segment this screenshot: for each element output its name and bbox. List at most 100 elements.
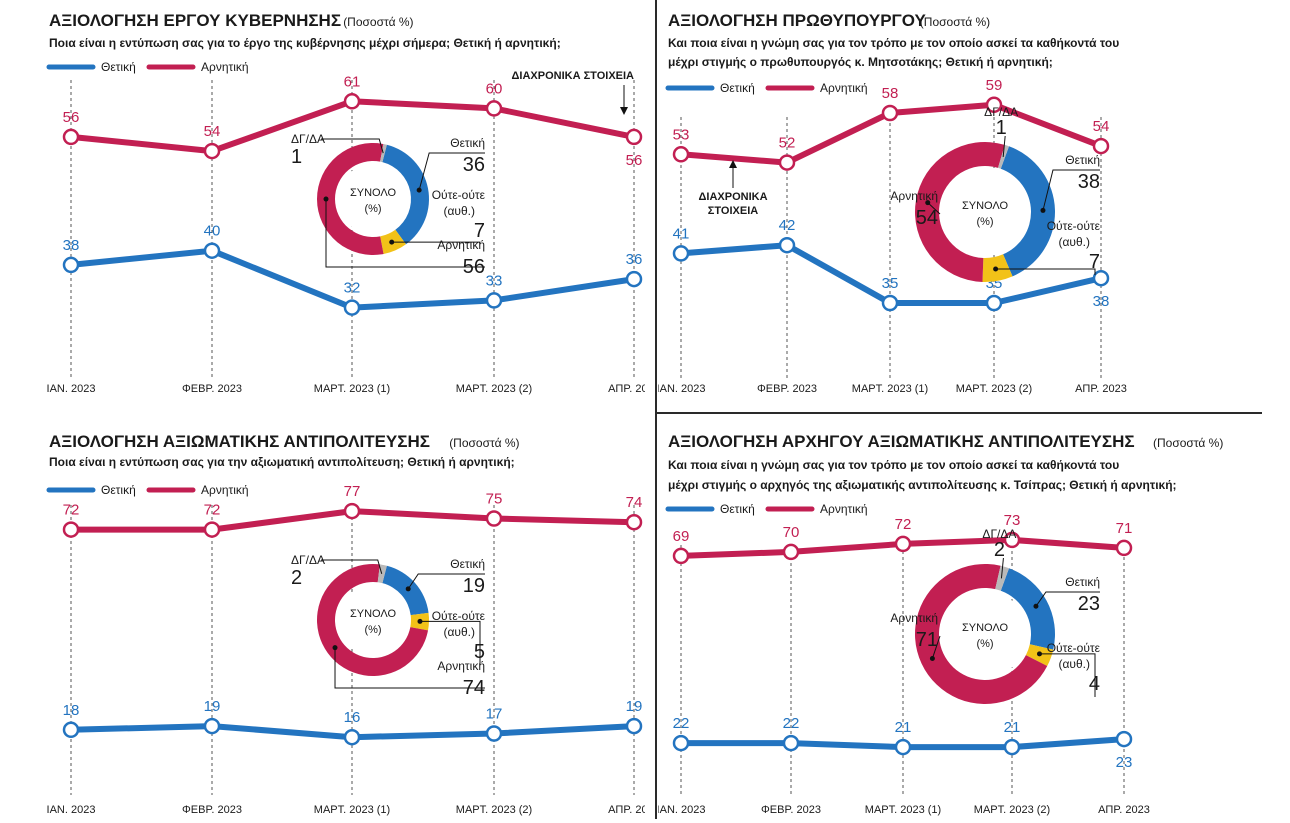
- chart-question: μέχρι στιγμής ο αρχηγός της αξιωματικής …: [668, 478, 1177, 492]
- donut-value-dkna: 2: [994, 539, 1005, 561]
- donut-value-dkna: 2: [291, 567, 302, 589]
- positive-point: [343, 299, 361, 316]
- negative-value-label: 60: [486, 80, 503, 97]
- donut-slice-dkna: [380, 143, 387, 163]
- donut-label-positive: Θετική: [450, 557, 485, 571]
- annotation-text-line2: ΣΤΟΙΧΕΙΑ: [708, 205, 758, 217]
- leader-line-neutral: [995, 268, 1096, 275]
- positive-value-label: 42: [779, 217, 796, 234]
- chart-svg-prime-minister: ΑΞΙΟΛΟΓΗΣΗ ΠΡΩΘΥΠΟΥΡΓΟΥ(Ποσοστά %) Και πο…: [658, 11, 1127, 395]
- negative-point: [778, 154, 796, 171]
- chart-panel-government: ΑΞΙΟΛΟΓΗΣΗ ΕΡΓΟΥ ΚΥΒΕΡΝΗΣΗΣ (Ποσοστά %) Πο…: [0, 0, 645, 409]
- positive-point: [62, 721, 80, 739]
- negative-point: [485, 100, 503, 117]
- x-tick-label: ΑΠΡ. 2023: [608, 383, 645, 395]
- chart-title: ΑΞΙΟΛΟΓΗΣΗ ΑΞΙΩΜΑΤΙΚΗΣ ΑΝΤΙΠΟΛΙΤΕΥΣΗΣ: [49, 432, 430, 451]
- positive-value-label: 35: [882, 275, 899, 292]
- donut-center-label: ΣΥΝΟΛΟ: [962, 622, 1009, 634]
- negative-value-label: 52: [779, 135, 796, 152]
- negative-point: [1092, 137, 1110, 155]
- positive-value-label: 17: [486, 706, 503, 723]
- x-tick-label: ΙΑΝ. 2023: [658, 383, 705, 395]
- leader-line-positive: [418, 152, 485, 191]
- x-tick-label: ΜΑΡΤ. 2023 (1): [314, 383, 390, 395]
- positive-value-label: 41: [673, 225, 690, 242]
- chart-question: Ποια είναι η εντύπωση σας για το έργο τη…: [49, 36, 561, 50]
- positive-point: [985, 294, 1003, 312]
- donut-slice-negative: [317, 143, 384, 256]
- leader-line-negative: [325, 199, 485, 268]
- negative-point: [672, 146, 690, 163]
- donut-hole: [942, 591, 1028, 677]
- positive-value-label: 22: [673, 715, 690, 732]
- donut-label-neutral: Ούτε-ούτε: [432, 188, 486, 202]
- positive-value-label: 19: [626, 698, 643, 715]
- donut-value-dkna: 1: [291, 146, 302, 168]
- donut-value-neutral: 4: [1089, 673, 1100, 695]
- positive-value-label: 40: [204, 223, 221, 240]
- chart-title: ΑΞΙΟΛΟΓΗΣΗ ΠΡΩΘΥΠΟΥΡΓΟΥ: [668, 11, 927, 30]
- donut-label-dkna: ΔΓ/ΔΑ: [291, 132, 325, 146]
- negative-value-label: 58: [882, 85, 899, 102]
- leader-line-dkna: [321, 559, 383, 574]
- donut-value-negative: 71: [916, 629, 938, 651]
- donut-value-negative: 74: [463, 677, 485, 699]
- donut-label-neutral: Ούτε-ούτε: [1047, 641, 1101, 655]
- donut-center-unit: (%): [976, 638, 993, 650]
- donut-center-unit: (%): [364, 624, 381, 636]
- donut-label-negative: Αρνητική: [890, 611, 938, 625]
- positive-point: [881, 294, 899, 312]
- legend-negative-label: Αρνητική: [820, 81, 868, 95]
- chart-svg-opposition: ΑΞΙΟΛΟΓΗΣΗ ΑΞΙΩΜΑΤΙΚΗΣ ΑΝΤΙΠΟΛΙΤΕΥΣΗΣ (Πο…: [46, 432, 645, 816]
- positive-value-label: 23: [1116, 754, 1133, 771]
- legend-positive-label: Θετική: [101, 483, 136, 497]
- positive-point: [485, 725, 503, 742]
- negative-point: [672, 547, 690, 565]
- negative-value-label: 54: [204, 123, 221, 140]
- donut-label-neutral: Ούτε-ούτε: [432, 609, 486, 623]
- positive-point: [778, 236, 796, 254]
- positive-value-label: 36: [626, 251, 643, 268]
- positive-point: [203, 242, 221, 259]
- x-tick-label: ΑΠΡ. 2023: [1098, 804, 1150, 816]
- negative-value-label: 72: [63, 502, 80, 519]
- donut-slice-positive: [382, 144, 430, 245]
- donut-center-label: ΣΥΝΟΛΟ: [350, 608, 397, 620]
- chart-title: ΑΞΙΟΛΟΓΗΣΗ ΕΡΓΟΥ ΚΥΒΕΡΝΗΣΗΣ: [49, 11, 341, 30]
- donut-slice-dkna: [995, 565, 1010, 591]
- positive-point: [782, 734, 800, 752]
- positive-point: [894, 738, 912, 756]
- donut-slice-negative: [915, 142, 1005, 282]
- horizontal-divider: [655, 412, 1262, 414]
- leader-line-positive: [407, 573, 485, 590]
- donut-label-neutral-sub: (αυθ.): [444, 625, 476, 639]
- leader-line-dkna: [1000, 557, 1004, 579]
- leader-line-positive: [1035, 591, 1100, 607]
- negative-value-label: 72: [895, 516, 912, 533]
- leader-line-positive: [1042, 169, 1100, 211]
- positive-point: [343, 728, 361, 746]
- positive-point: [203, 717, 221, 735]
- leader-line-dkna: [1002, 135, 1006, 157]
- negative-value-label: 53: [673, 126, 690, 143]
- legend-positive-label: Θετική: [720, 81, 755, 95]
- annotation-arrowhead: [620, 107, 628, 115]
- donut-center-label: ΣΥΝΟΛΟ: [350, 187, 397, 199]
- donut-center-unit: (%): [976, 216, 993, 228]
- positive-value-label: 33: [486, 272, 503, 289]
- positive-value-label: 19: [204, 698, 221, 715]
- donut-label-negative: Αρνητική: [890, 189, 938, 203]
- donut-slice-positive: [1000, 146, 1055, 277]
- donut-value-neutral: 7: [1089, 251, 1100, 273]
- positive-point: [625, 270, 643, 288]
- legend-positive-label: Θετική: [101, 60, 136, 74]
- positive-point: [485, 292, 503, 309]
- chart-title: ΑΞΙΟΛΟΓΗΣΗ ΑΡΧΗΓΟΥ ΑΞΙΩΜΑΤΙΚΗΣ ΑΝΤΙΠΟΛΙΤ…: [668, 432, 1135, 451]
- x-tick-label: ΑΠΡ. 2023: [1075, 383, 1127, 395]
- annotation-text: ΔΙΑΧΡΟΝΙΚΑ ΣΤΟΙΧΕΙΑ: [512, 70, 635, 82]
- positive-value-label: 38: [63, 237, 80, 254]
- donut-hole: [942, 169, 1028, 255]
- x-tick-label: ΙΑΝ. 2023: [47, 383, 96, 395]
- donut-slice-positive: [1000, 568, 1055, 650]
- donut-label-positive: Θετική: [1065, 153, 1100, 167]
